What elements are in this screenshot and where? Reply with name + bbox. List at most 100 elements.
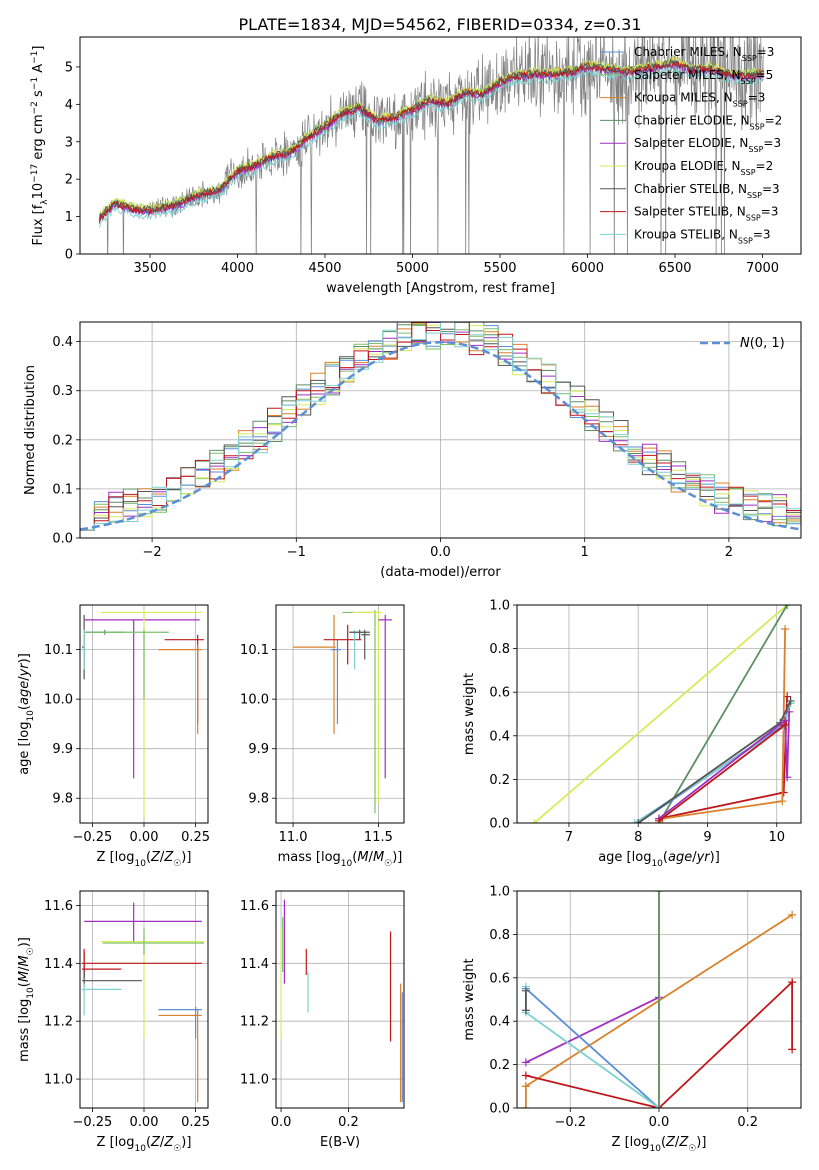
- axes-frame: [79, 604, 209, 824]
- weight-line: [658, 605, 788, 823]
- weight-line: [525, 980, 793, 1108]
- y-tick-label: 11.4: [44, 957, 73, 972]
- x-axis-label: Z [log10(Z/Z☉)]: [97, 1135, 192, 1154]
- axes-frame: [79, 36, 802, 255]
- legend-entry: Kroupa MILES, NSSP=3: [634, 91, 765, 109]
- weight-line: [525, 996, 660, 1064]
- weight-marker: [785, 707, 794, 716]
- x-tick-label: 7: [565, 830, 573, 845]
- x-axis-label: age [log10(age/yr)]: [598, 850, 720, 869]
- y-tick-label: 0.3: [52, 384, 73, 399]
- weight-marker: [521, 1058, 530, 1067]
- weight-marker: [530, 819, 539, 823]
- weight-line: [525, 987, 660, 1108]
- y-tick-label: 0.2: [489, 1058, 510, 1073]
- x-tick-label: −1: [287, 545, 306, 560]
- weight-line: [658, 724, 786, 822]
- y-tick-label: 0.1: [52, 482, 73, 497]
- y-tick-label: 1.0: [489, 599, 510, 614]
- y-tick-label: 0.6: [489, 686, 510, 701]
- y-tick-label: 11.2: [240, 1015, 269, 1030]
- panel-residuals: −2 −1 0.0 1 2 0.0 0.1 0.2 0.3 0.4 (data-model)/err…: [23, 321, 802, 580]
- x-tick-label: 10: [768, 830, 785, 845]
- y-tick-label: 0.4: [52, 335, 73, 350]
- axes-frame: [516, 604, 802, 824]
- y-tick-label: 10.0: [44, 693, 73, 708]
- y-tick-label: 10.1: [44, 643, 73, 658]
- weight-marker: [521, 1082, 530, 1091]
- x-tick-label: 0.00: [130, 830, 159, 845]
- y-tick-label: 0.4: [489, 1015, 510, 1030]
- panel-spectrum: 3500 4000 4500 5000 5500 6000 6500 7000 0 1 2 3 4 5 wa…: [30, 36, 802, 296]
- weight-marker: [630, 819, 639, 823]
- y-tick-label: 11.6: [44, 899, 73, 914]
- y-tick-label: 1.0: [489, 885, 510, 900]
- y-tick-label: 0.4: [489, 729, 510, 744]
- x-tick-label: 0.25: [181, 1115, 210, 1130]
- y-axis-label: Normed distribution: [23, 365, 38, 495]
- weight-line: [637, 700, 792, 823]
- y-tick-label: 11.0: [240, 1073, 269, 1088]
- x-tick-label: 0.0: [271, 1115, 292, 1130]
- legend-entry: Chabrier MILES, NSSP=3: [634, 45, 774, 63]
- weight-marker: [781, 624, 790, 633]
- x-tick-label: 0.2: [338, 1115, 359, 1130]
- weight-marker: [788, 1045, 797, 1054]
- x-tick-label: 6500: [658, 261, 691, 276]
- y-tick-label: 11.2: [44, 1015, 73, 1030]
- legend: Chabrier MILES, NSSP=3 Salpeter MILES, NS…: [600, 45, 782, 245]
- model-spectrum: [98, 66, 765, 228]
- weight-marker: [778, 797, 787, 806]
- y-axis-label: mass weight: [462, 958, 477, 1040]
- panel-massweight_vs_age: 7 8 9 10 0.0 0.2 0.4 0.6 0.8 1.0 age [log10(age/yr…: [462, 599, 802, 869]
- plot-area: [80, 891, 208, 1108]
- x-tick-label: 0.0: [430, 545, 451, 560]
- x-tick-label: 11.5: [364, 830, 393, 845]
- y-axis-label: mass weight: [462, 673, 477, 755]
- axes-frame: [516, 890, 802, 1109]
- panel-age_vs_mass: 11.0 11.5 9.8 9.9 10.0 10.1 mass [log10(M/M☉)]: [240, 604, 405, 869]
- weight-line: [533, 605, 788, 823]
- y-tick-label: 10.0: [240, 693, 269, 708]
- x-tick-label: 1: [581, 545, 589, 560]
- x-tick-label: 2: [725, 545, 733, 560]
- x-tick-label: 8: [634, 830, 642, 845]
- y-tick-label: 2: [65, 173, 73, 188]
- weight-marker: [521, 1104, 530, 1108]
- legend-entry: Salpeter STELIB, NSSP=3: [634, 205, 778, 223]
- x-tick-label: 5000: [396, 261, 429, 276]
- weight-line: [634, 702, 792, 823]
- x-tick-label: −0.25: [72, 830, 112, 845]
- y-axis-label: age [log10(age/yr)]: [17, 653, 36, 775]
- weight-marker: [788, 910, 797, 919]
- y-tick-label: 11.4: [240, 957, 269, 972]
- y-tick-label: 0.2: [489, 773, 510, 788]
- y-tick-label: 11.0: [44, 1073, 73, 1088]
- panel-massweight_vs_Z: −0.2 0.0 0.2 0.0 0.2 0.4 0.6 0.8 1.0 Z [log10(Z/Z…: [462, 885, 802, 1154]
- weight-line: [658, 711, 791, 820]
- y-tick-label: 9.9: [52, 742, 73, 757]
- x-axis-label: Z [log10(Z/Z☉)]: [97, 850, 192, 869]
- weight-marker: [634, 819, 643, 823]
- residual-histogram: [80, 322, 801, 531]
- y-tick-label: 10.1: [240, 643, 269, 658]
- weight-marker: [521, 1071, 530, 1080]
- legend-entry: Ν(0, 1): [740, 336, 785, 351]
- y-tick-label: 4: [65, 98, 73, 113]
- x-tick-label: 0.25: [181, 830, 210, 845]
- axes-frame: [79, 890, 209, 1109]
- x-axis-label: wavelength [Angstrom, rest frame]: [326, 281, 555, 296]
- weight-marker: [521, 986, 530, 995]
- x-tick-label: 3500: [133, 261, 166, 276]
- model-spectrum: [98, 60, 765, 223]
- y-axis-label: Flux [fλ10−17 erg cm−2 s−1 A−1]: [30, 46, 50, 246]
- x-tick-label: 5500: [483, 261, 516, 276]
- weight-marker: [655, 816, 663, 823]
- weight-marker: [655, 891, 663, 895]
- x-tick-label: −2: [143, 545, 162, 560]
- weight-marker: [781, 720, 790, 729]
- weight-marker: [783, 773, 792, 782]
- weight-line: [662, 628, 786, 820]
- residual-histogram: [80, 322, 801, 531]
- plot-area: [98, 37, 765, 254]
